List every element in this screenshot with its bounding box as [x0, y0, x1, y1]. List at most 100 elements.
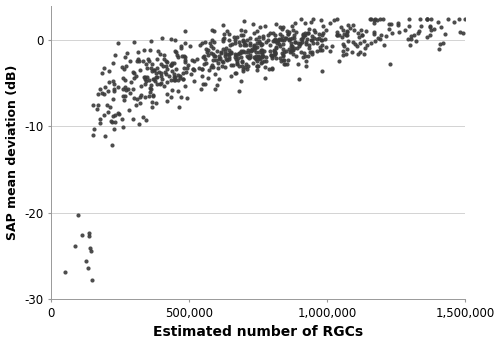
Point [284, 32, 292, 37]
Point [322, 36, 330, 41]
Point [314, 40, 322, 46]
Point [280, 58, 288, 63]
Point [110, 81, 118, 87]
Point [278, 33, 285, 39]
Point [226, 31, 234, 37]
Point [162, 79, 170, 85]
Point [218, 50, 226, 56]
Point [460, 16, 468, 21]
Point [246, 52, 254, 58]
Point [256, 41, 264, 46]
Point [412, 39, 420, 44]
Point [223, 58, 231, 63]
Point [304, 31, 312, 36]
Point [151, 78, 159, 83]
Point [466, 19, 474, 24]
Point [444, 16, 452, 21]
Point [466, 29, 474, 34]
Point [162, 69, 170, 75]
Point [255, 39, 263, 44]
Point [342, 32, 350, 38]
Point [272, 55, 280, 61]
Point [300, 32, 308, 38]
Point [85, 233, 93, 239]
Point [271, 51, 279, 57]
Point [297, 16, 305, 21]
Point [354, 30, 362, 36]
Point [156, 73, 164, 79]
Point [106, 105, 114, 110]
Point [96, 117, 104, 122]
Point [266, 30, 274, 35]
Point [259, 33, 267, 38]
Point [426, 24, 434, 29]
Point [278, 27, 286, 32]
Point [382, 34, 390, 39]
Point [144, 65, 152, 70]
Point [244, 55, 252, 60]
Point [230, 70, 238, 76]
Point [466, 19, 474, 24]
Point [466, 41, 474, 47]
Point [276, 56, 284, 61]
Point [178, 53, 186, 59]
Point [130, 70, 138, 76]
Point [256, 60, 264, 66]
Point [284, 31, 292, 37]
Point [315, 31, 323, 37]
Point [240, 48, 248, 54]
Point [297, 50, 305, 55]
Point [466, 16, 474, 21]
Point [148, 99, 156, 105]
Point [195, 65, 203, 71]
Point [246, 47, 254, 53]
Point [466, 28, 474, 34]
Point [252, 37, 260, 42]
Point [466, 28, 474, 33]
Point [225, 55, 233, 60]
Point [333, 33, 341, 38]
Point [126, 58, 134, 64]
Point [466, 22, 474, 28]
Point [246, 48, 254, 54]
Point [466, 16, 474, 21]
Point [218, 22, 226, 27]
Point [340, 43, 348, 49]
Point [246, 55, 254, 60]
Point [291, 20, 299, 26]
Point [184, 96, 192, 101]
Point [343, 46, 351, 51]
Point [302, 41, 310, 47]
Point [426, 23, 434, 29]
Point [182, 69, 190, 75]
Point [340, 31, 348, 37]
Point [291, 39, 299, 45]
Point [254, 63, 262, 69]
Point [132, 73, 140, 79]
Point [258, 52, 266, 57]
Point [231, 55, 239, 60]
Point [156, 69, 164, 75]
Point [272, 50, 280, 55]
Point [302, 63, 310, 69]
Point [466, 17, 474, 23]
Point [272, 50, 280, 55]
Point [268, 53, 276, 59]
Point [338, 34, 346, 40]
Point [370, 20, 378, 26]
Point [357, 27, 365, 32]
Point [110, 86, 118, 92]
Point [436, 41, 444, 47]
Point [152, 56, 160, 62]
Point [318, 32, 326, 38]
Point [282, 35, 290, 40]
Point [143, 75, 151, 80]
Point [204, 53, 212, 58]
Point [285, 37, 293, 42]
Point [356, 50, 364, 55]
Point [250, 45, 258, 51]
Point [142, 62, 150, 67]
Point [308, 40, 316, 46]
Point [170, 71, 177, 77]
Point [150, 94, 158, 99]
